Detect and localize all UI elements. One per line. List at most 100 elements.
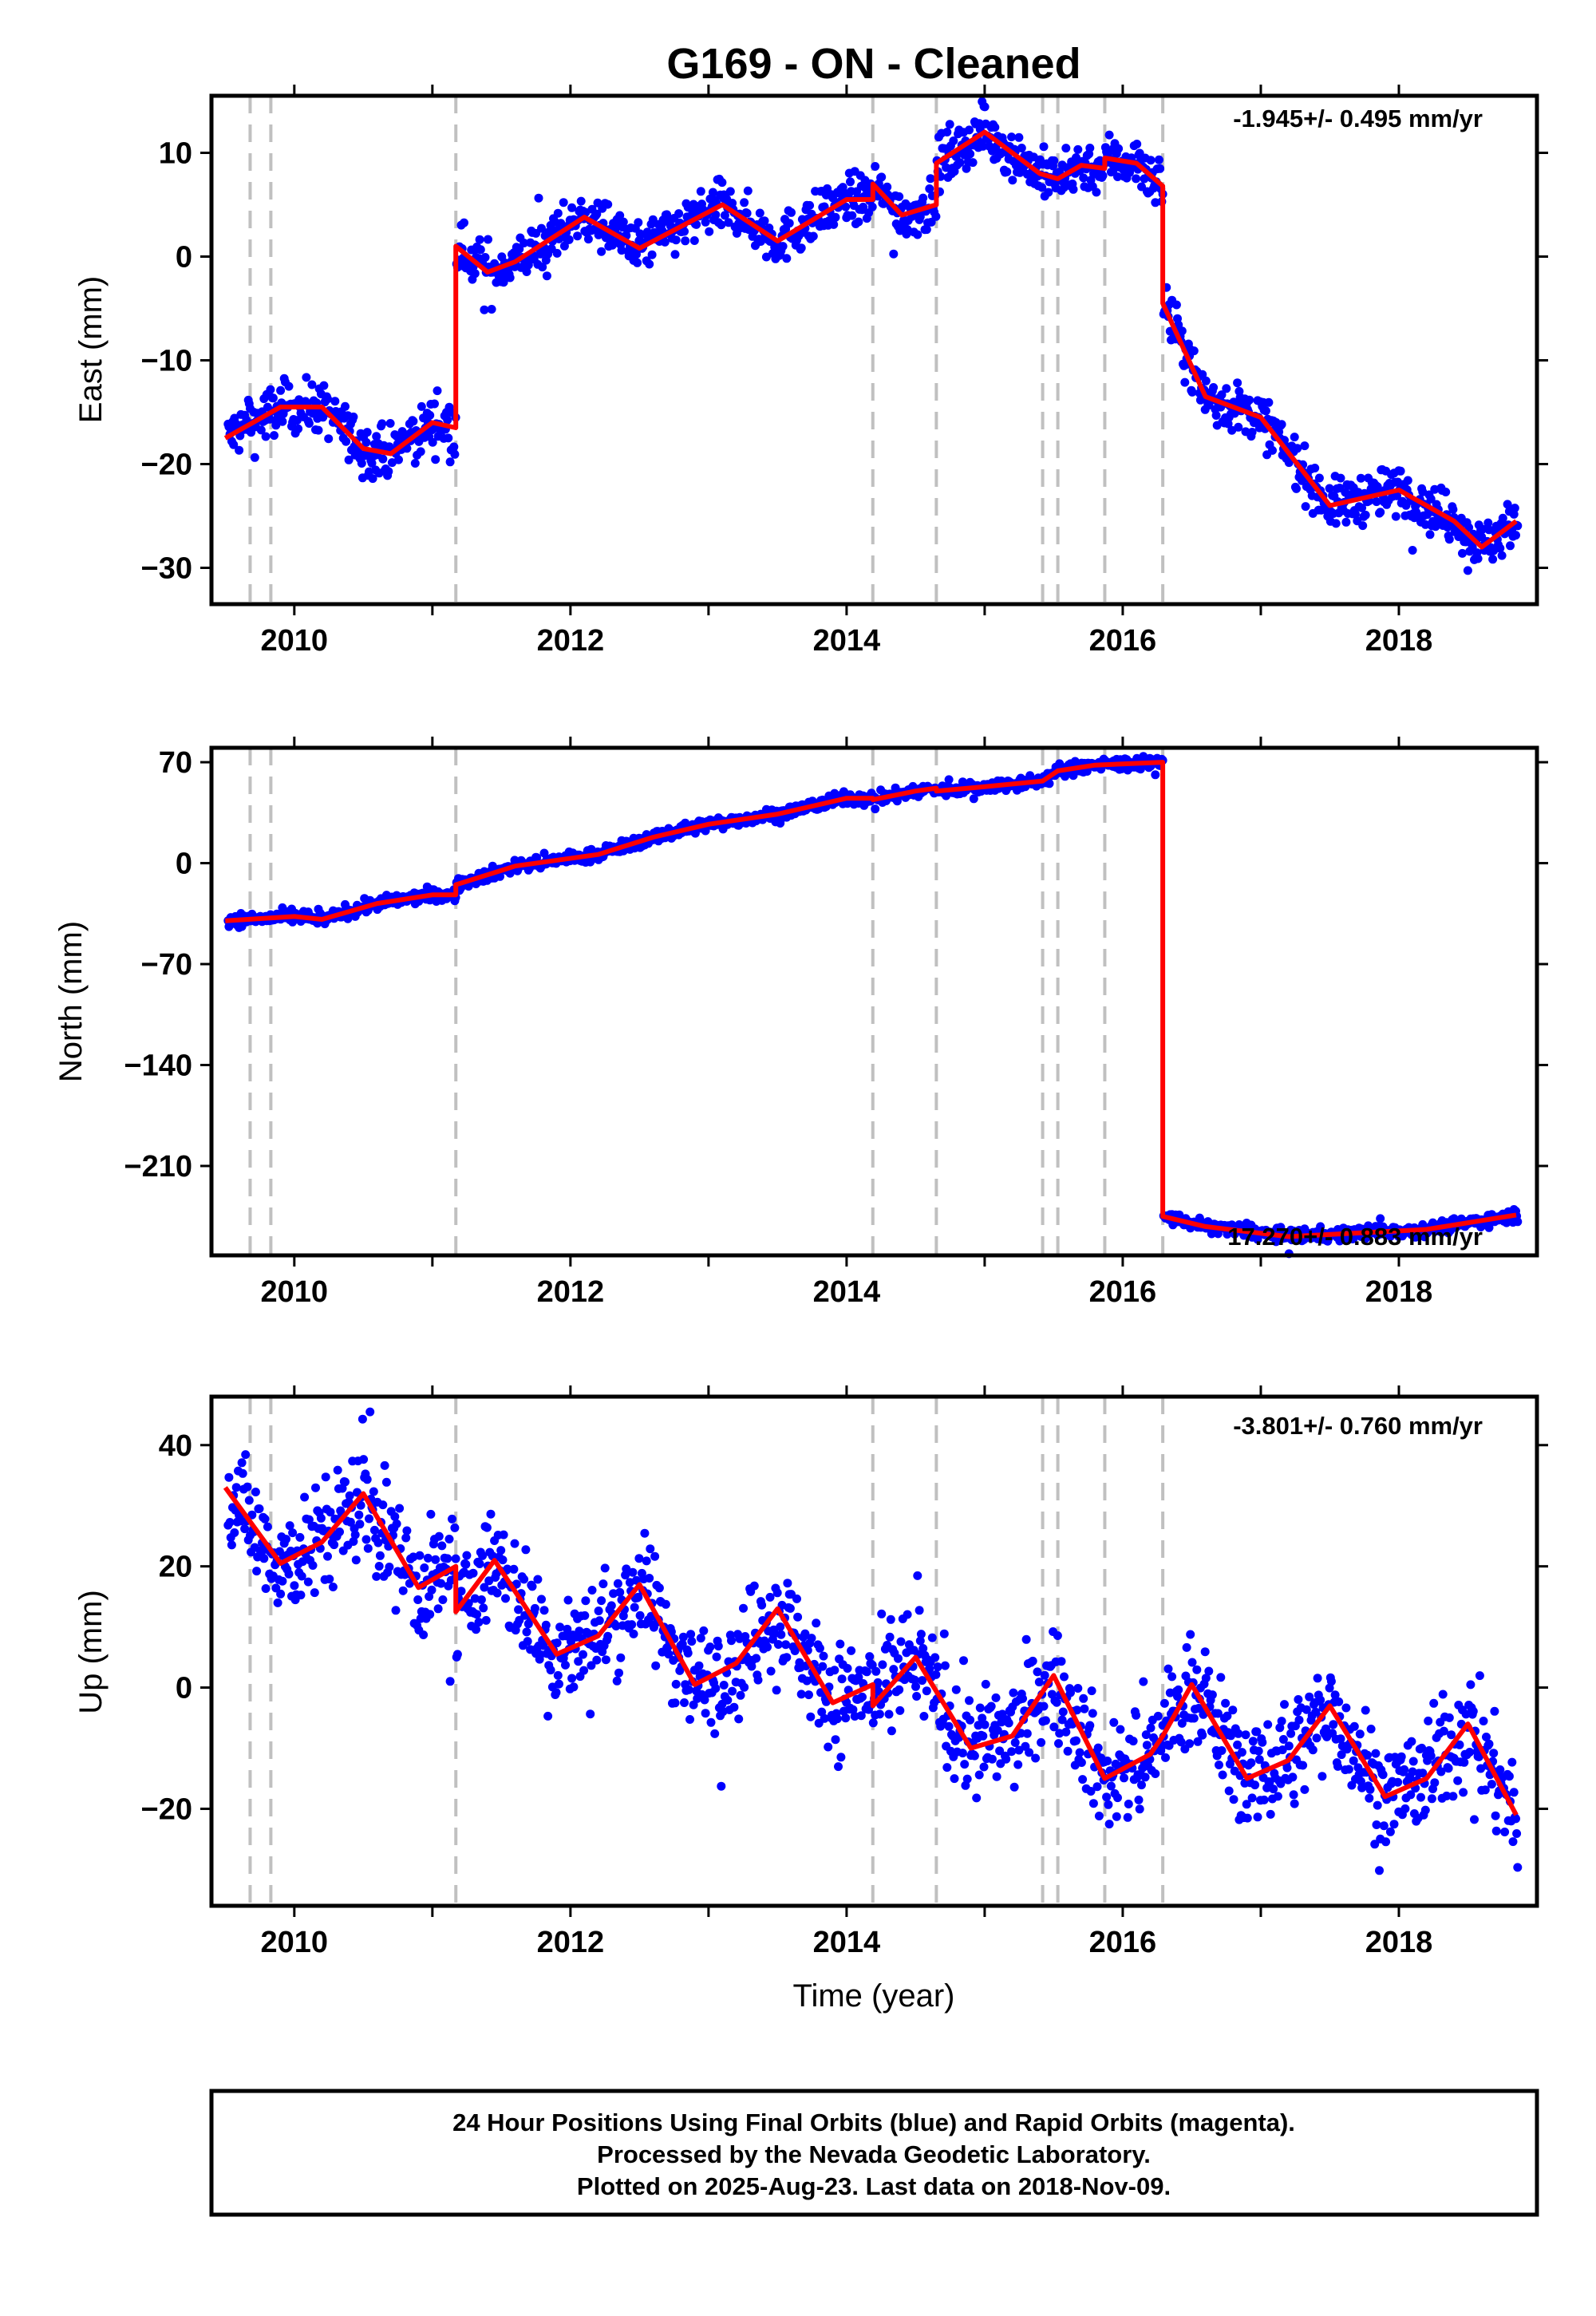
up-data-point (263, 1522, 272, 1531)
up-data-point (243, 1482, 252, 1492)
up-data-point (1252, 1727, 1262, 1737)
up-data-point (627, 1620, 637, 1630)
up-data-point (519, 1575, 529, 1584)
up-data-point (419, 1630, 429, 1639)
up-data-point (1298, 1761, 1308, 1770)
up-data-point (237, 1458, 247, 1468)
east-data-point (808, 231, 818, 241)
up-data-point (1313, 1674, 1322, 1683)
up-data-point (1087, 1686, 1096, 1696)
up-data-point (1073, 1684, 1083, 1693)
up-data-point (1254, 1746, 1263, 1756)
north-y-tick-label: 70 (159, 746, 192, 780)
east-data-point (552, 248, 562, 258)
up-data-point (911, 1682, 920, 1691)
up-data-point (1337, 1750, 1346, 1760)
east-data-point (1356, 473, 1365, 483)
up-data-point (227, 1540, 236, 1550)
east-data-point (787, 207, 796, 217)
up-data-point (1389, 1820, 1399, 1829)
east-data-point (487, 305, 496, 314)
up-data-point (895, 1705, 905, 1715)
east-data-point (537, 223, 546, 233)
up-data-point (1325, 1683, 1334, 1693)
up-data-point (395, 1504, 405, 1513)
up-data-point (321, 1472, 330, 1482)
up-data-point (1213, 1709, 1223, 1718)
up-data-point (362, 1475, 372, 1484)
up-data-point (1355, 1729, 1365, 1739)
up-data-point (1060, 1672, 1069, 1682)
up-data-point (1116, 1725, 1125, 1734)
up-data-point (380, 1460, 389, 1470)
east-data-point (633, 258, 642, 267)
up-data-point (1102, 1792, 1112, 1802)
east-data-point (499, 278, 508, 287)
up-data-point (451, 1554, 460, 1563)
up-data-point (940, 1661, 950, 1670)
up-data-point (980, 1720, 990, 1729)
up-data-point (1417, 1743, 1427, 1753)
east-data-point (1233, 378, 1242, 388)
up-data-point (1275, 1723, 1285, 1733)
up-data-point (427, 1585, 437, 1595)
east-data-point (705, 227, 714, 236)
up-data-point (1104, 1820, 1114, 1829)
up-data-point (1286, 1729, 1296, 1738)
up-data-point (1094, 1812, 1104, 1820)
up-data-point (288, 1528, 298, 1538)
up-data-point (1375, 1866, 1384, 1875)
north-data-point (1484, 1223, 1494, 1232)
east-data-point (1498, 513, 1507, 523)
east-data-point (1037, 183, 1047, 192)
up-data-point (1378, 1770, 1388, 1780)
east-data-point (1146, 156, 1156, 165)
east-data-point (480, 253, 490, 262)
up-data-point (225, 1518, 235, 1527)
up-data-point (240, 1524, 250, 1534)
east-data-point (1473, 554, 1483, 563)
up-data-point (553, 1670, 563, 1680)
east-data-point (597, 247, 606, 256)
up-data-point (1316, 1695, 1325, 1705)
east-x-tick-label: 2012 (537, 624, 605, 658)
up-data-point (927, 1633, 937, 1642)
east-data-point (449, 442, 459, 452)
up-data-point (915, 1606, 924, 1615)
up-data-point (1278, 1745, 1287, 1755)
up-data-point (1400, 1804, 1410, 1813)
up-data-point (1385, 1827, 1395, 1836)
up-data-point (598, 1579, 608, 1589)
east-data-point (1132, 174, 1141, 184)
up-data-point (711, 1684, 721, 1694)
up-data-point (1280, 1700, 1289, 1709)
east-data-point (409, 417, 418, 426)
up-data-point (1396, 1752, 1406, 1761)
up-data-point (1284, 1741, 1294, 1751)
up-data-point (978, 1731, 988, 1741)
east-data-point (1408, 546, 1417, 555)
up-data-point (595, 1616, 604, 1626)
east-data-point (314, 425, 323, 435)
up-data-point (1128, 1737, 1138, 1746)
up-data-point (841, 1713, 851, 1723)
east-data-point (1441, 488, 1451, 496)
up-data-point (482, 1523, 492, 1532)
east-data-point (796, 243, 806, 253)
up-data-point (1092, 1782, 1102, 1792)
east-data-point (292, 416, 302, 425)
up-data-point (1321, 1724, 1330, 1733)
up-data-point (753, 1675, 763, 1685)
up-data-point (244, 1496, 254, 1505)
east-data-point (460, 218, 468, 227)
up-data-point (1294, 1695, 1303, 1704)
up-data-point (356, 1500, 365, 1510)
up-data-point (987, 1754, 997, 1764)
footer-line-3: Plotted on 2025-Aug-23. Last data on 201… (577, 2172, 1171, 2200)
east-data-point (680, 227, 689, 236)
up-data-point (916, 1630, 926, 1639)
up-data-point (895, 1685, 904, 1694)
up-data-point (1109, 1717, 1119, 1727)
up-data-point (1289, 1790, 1298, 1800)
